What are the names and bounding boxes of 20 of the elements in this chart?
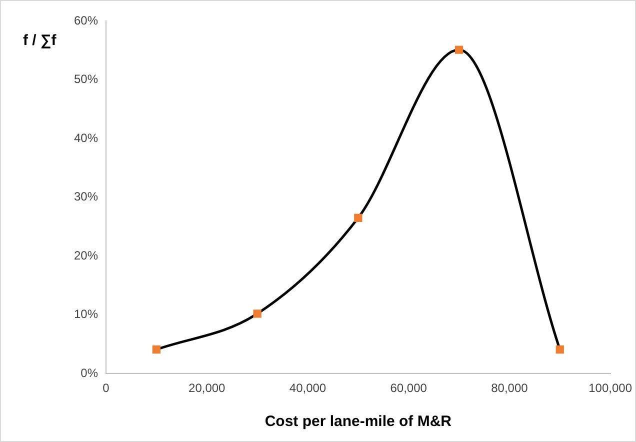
y-tick-label: 40% <box>74 130 98 145</box>
y-tick-label: 30% <box>74 190 98 204</box>
y-tick-label: 0% <box>80 366 98 380</box>
x-tick-label: 100,000 <box>588 381 632 396</box>
y-tick-label: 10% <box>74 307 98 322</box>
x-tick-label: 20,000 <box>188 381 226 396</box>
y-axis-title: f / ∑f <box>23 32 58 50</box>
point <box>454 46 464 54</box>
x-tick-label: 0 <box>102 381 110 396</box>
point <box>152 345 161 354</box>
x-axis-title: Cost per lane-mile of M&R <box>264 413 452 430</box>
x-tick-label: 60,000 <box>390 381 428 396</box>
x-tick-label: 40,000 <box>289 381 326 396</box>
point <box>253 310 262 318</box>
y-tick-label: 20% <box>74 248 98 262</box>
y-tick-label: 50% <box>74 72 98 86</box>
point <box>354 214 362 222</box>
y-tick-label: 60% <box>74 13 98 28</box>
x-tick-label: 80,000 <box>491 381 528 396</box>
point <box>556 345 564 354</box>
